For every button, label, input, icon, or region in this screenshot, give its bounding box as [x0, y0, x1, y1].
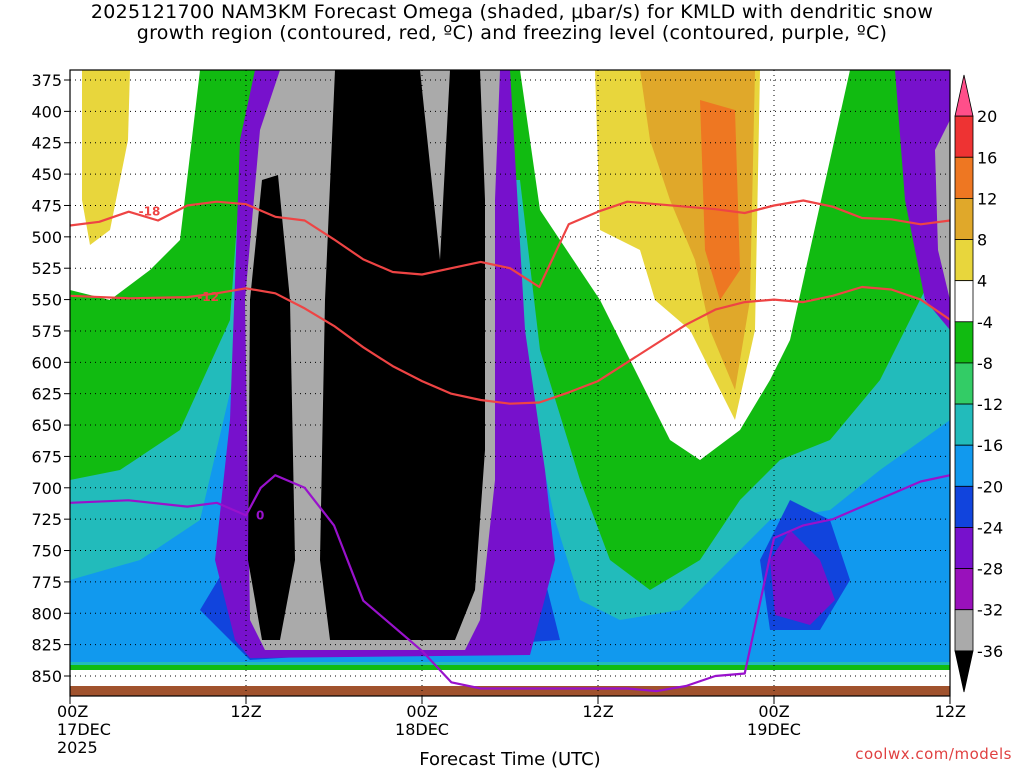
colorbar-swatch	[954, 362, 974, 405]
x-tick-date: 18DEC	[395, 720, 449, 739]
colorbar-swatch	[954, 321, 974, 364]
x-tick-label: 12Z	[582, 702, 613, 721]
colorbar-swatch	[954, 485, 974, 528]
colorbar-label: -24	[977, 518, 1003, 537]
colorbar-label: 4	[977, 272, 987, 291]
colorbar-swatch	[954, 444, 974, 487]
colorbar-label: -36	[977, 642, 1003, 661]
colorbar-swatch	[954, 197, 974, 240]
colorbar-swatch	[954, 403, 974, 446]
contour-label: -18	[139, 205, 161, 219]
x-tick-year: 2025	[57, 738, 98, 757]
contour-dendritic_-12	[70, 285, 950, 405]
contour-label: 0	[256, 508, 264, 522]
x-tick-label: 12Z	[230, 702, 261, 721]
contour-freezing_0	[70, 474, 950, 693]
y-tick-label: 375	[31, 71, 62, 90]
shade-purple-topright	[895, 70, 950, 330]
y-tick-label: 475	[31, 196, 62, 215]
colorbar-swatch	[954, 156, 974, 199]
x-tick-label: 12Z	[935, 702, 966, 721]
colorbar: 20 16 12 8 4 -4 -8 -12 -16 -20 -24 -28 -32 -36	[954, 74, 1003, 693]
chart-title: 2025121700 NAM3KM Forecast Omega (shaded…	[0, 2, 1024, 44]
colorbar-label: 8	[977, 231, 987, 250]
colorbar-swatch	[954, 115, 974, 158]
y-tick-label: 725	[31, 510, 62, 529]
colorbar-swatch	[954, 280, 974, 323]
title-line1: 2025121700 NAM3KM Forecast Omega (shaded…	[90, 1, 934, 23]
x-tick-label: 00Z	[406, 702, 437, 721]
x-tick-label: 00Z	[57, 702, 88, 721]
colorbar-swatch	[954, 527, 974, 570]
y-tick-label: 825	[31, 636, 62, 655]
x-axis-title: Forecast Time (UTC)	[419, 749, 600, 768]
colorbar-swatch	[954, 239, 974, 282]
shade-gray-topright	[935, 120, 950, 300]
colorbar-label: -16	[977, 436, 1003, 455]
colorbar-label: -28	[977, 560, 1003, 579]
y-tick-label: 575	[31, 322, 62, 341]
omega-shading	[70, 70, 950, 696]
shade-orange	[700, 100, 740, 300]
y-tick-label: 800	[31, 604, 62, 623]
y-tick-label: 675	[31, 447, 62, 466]
title-line2: growth region (contoured, red, ºC) and f…	[136, 22, 888, 44]
x-tick-label: 00Z	[758, 702, 789, 721]
colorbar-label: -4	[977, 313, 993, 332]
y-tick-label: 500	[31, 228, 62, 247]
colorbar-label: -32	[977, 601, 1003, 620]
y-tick-label: 650	[31, 416, 62, 435]
colorbar-cap-top	[954, 74, 974, 117]
y-tick-label: 400	[31, 102, 62, 121]
plot-frame	[69, 69, 951, 697]
y-tick-label: 850	[31, 667, 62, 686]
y-axis: 375 400 425 450 475 500 525 550 575 600 625 650 675 7…	[31, 71, 70, 686]
credit: coolwx.com/models	[855, 745, 1012, 763]
y-tick-label: 775	[31, 573, 62, 592]
colorbar-label: 20	[977, 107, 997, 126]
colorbar-label: -20	[977, 477, 1003, 496]
contour-label: -12	[197, 290, 219, 304]
colorbar-label: 12	[977, 189, 997, 208]
x-tick-date: 19DEC	[747, 720, 801, 739]
y-tick-label: 550	[31, 291, 62, 310]
y-tick-label: 700	[31, 479, 62, 498]
x-tick-date: 17DEC	[57, 720, 111, 739]
colorbar-label: -12	[977, 395, 1003, 414]
colorbar-label: -8	[977, 354, 993, 373]
colorbar-swatch	[954, 609, 974, 652]
shade-black-core	[320, 70, 485, 640]
contour-dendritic_-18	[70, 199, 950, 289]
y-tick-label: 450	[31, 165, 62, 184]
y-tick-label: 600	[31, 353, 62, 372]
y-tick-label: 525	[31, 259, 62, 278]
terrain-band	[70, 686, 950, 696]
shade-yellow-topleft	[82, 70, 130, 245]
shade-purple-right	[770, 530, 835, 625]
colorbar-swatch	[954, 568, 974, 611]
y-tick-label: 425	[31, 134, 62, 153]
colorbar-label: 16	[977, 148, 997, 167]
contours: -12 -18 0	[70, 199, 950, 693]
colorbar-cap-bottom	[954, 650, 974, 693]
y-tick-label: 625	[31, 385, 62, 404]
y-tick-label: 750	[31, 542, 62, 561]
